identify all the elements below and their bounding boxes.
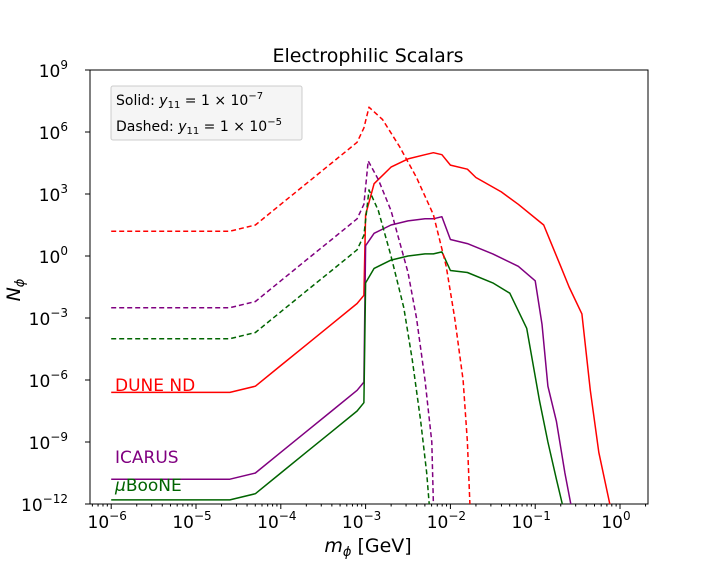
- series-layer: [111, 106, 611, 505]
- x-axis-label: mϕ [GeV]: [324, 535, 411, 560]
- x-tick-label: 10−3: [342, 509, 381, 533]
- y-tick-label: 10−9: [29, 430, 68, 454]
- series-microboone-dashed: [111, 189, 430, 505]
- series-icarus-solid: [111, 215, 572, 505]
- chart-title: Electrophilic Scalars: [272, 45, 463, 67]
- series-icarus-dashed: [111, 160, 435, 505]
- y-tick-label: 10−3: [29, 306, 68, 330]
- y-axis-label: Nϕ: [3, 278, 28, 301]
- axes-frame: [89, 69, 649, 505]
- y-tick-label: 103: [39, 182, 68, 206]
- label-icarus: ICARUS: [115, 448, 179, 468]
- ticks-layer: 10−6 10−5 10−4 10−3 10−2 10−1 100 10−12 10−9 10−6…: [21, 58, 647, 533]
- legend-solid-text: Solid: y11 = 1 × 10−7: [116, 91, 263, 111]
- x-tick-label: 10−2: [427, 509, 466, 533]
- legend-dashed-text: Dashed: y11 = 1 × 10−5: [116, 117, 282, 137]
- y-tick-label: 10−6: [29, 368, 68, 392]
- legend: Solid: y11 = 1 × 10−7 Dashed: y11 = 1 × …: [110, 85, 303, 141]
- y-tick-label: 100: [39, 244, 68, 268]
- y-tick-label: 10−12: [21, 492, 68, 516]
- plot-area: [89, 69, 649, 505]
- y-tick-label: 106: [39, 120, 68, 144]
- x-tick-label: 10−4: [257, 509, 296, 533]
- series-dune-nd-solid: [111, 151, 611, 505]
- legend-box: [110, 85, 303, 141]
- x-tick-label: 10−6: [88, 509, 127, 533]
- x-tick-label: 100: [601, 509, 630, 533]
- label-microboone: μBooNE: [114, 476, 182, 496]
- label-dune-nd: DUNE ND: [115, 376, 195, 396]
- series-microboone-solid: [111, 251, 564, 505]
- x-tick-label: 10−1: [512, 509, 551, 533]
- x-tick-label: 10−5: [172, 509, 211, 533]
- series-dune-nd-dashed: [111, 106, 471, 505]
- y-tick-label: 109: [39, 58, 68, 82]
